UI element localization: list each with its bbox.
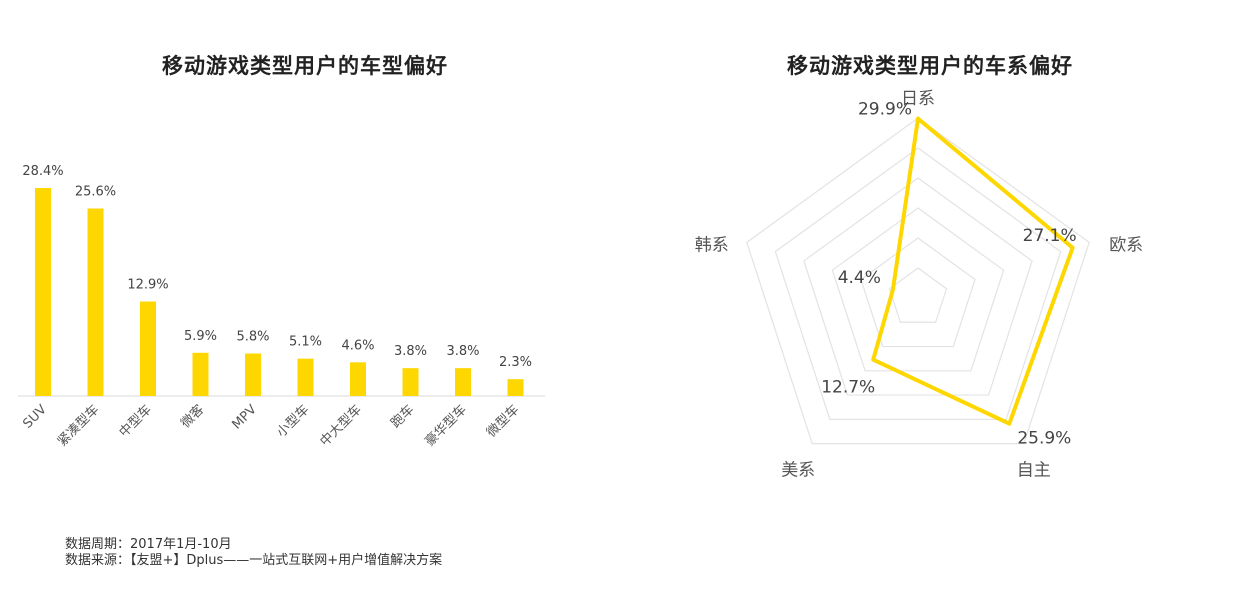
bar (402, 368, 419, 396)
bar (245, 353, 261, 396)
radar-grid-ring (860, 237, 976, 348)
bar (35, 188, 51, 396)
bar-value-label: 5.1% (289, 335, 322, 350)
radar-axis-label: 自主 (1017, 461, 1051, 481)
data-period: 数据周期：2017年1月-10月 (65, 537, 232, 552)
bar (297, 358, 314, 396)
radar-grid-ring (803, 177, 1033, 396)
radar-axis-label: 日系 (901, 89, 935, 109)
radar-axis-label: 欧系 (1109, 235, 1143, 255)
bar (350, 362, 366, 396)
bar-value-label: 5.8% (236, 330, 269, 345)
bar (140, 301, 156, 396)
radar-axis-label: 美系 (781, 461, 815, 481)
bar-value-label: 28.4% (22, 164, 63, 179)
bar-value-label: 12.9% (127, 278, 168, 293)
bar (87, 208, 104, 396)
bar-value-label: 3.8% (446, 344, 479, 359)
bar-value-label: 4.6% (341, 338, 374, 353)
data-source: 数据来源：【友盟+】Dplus——一站式互联网+用户增值解决方案 (65, 553, 443, 568)
radar-grid-ring (831, 207, 1005, 372)
bar (192, 352, 209, 396)
radar-series (871, 116, 1075, 426)
radar-value-label: 4.4% (838, 268, 881, 288)
radar-grid-ring (746, 117, 1090, 445)
bar (455, 368, 471, 396)
radar-axis-label: 韩系 (695, 235, 729, 255)
bar-value-label: 2.3% (499, 355, 532, 370)
radar-chart-title: 移动游戏类型用户的车系偏好 (787, 54, 1073, 78)
footer: 数据周期：2017年1月-10月 数据来源：【友盟+】Dplus——一站式互联网… (65, 537, 442, 569)
radar-value-label: 25.9% (1017, 429, 1071, 449)
radar-value-label: 27.1% (1023, 226, 1077, 246)
radar-grid-ring (888, 267, 948, 323)
bar-chart-title: 移动游戏类型用户的车型偏好 (162, 54, 448, 78)
bar-value-label: 3.8% (394, 344, 427, 359)
radar-value-label: 29.9% (858, 100, 912, 120)
bar-value-label: 5.9% (184, 329, 217, 344)
bar (507, 379, 524, 396)
radar-grid-ring (774, 147, 1062, 420)
radar-value-label: 12.7% (821, 378, 875, 398)
bar-value-label: 25.6% (75, 185, 116, 200)
